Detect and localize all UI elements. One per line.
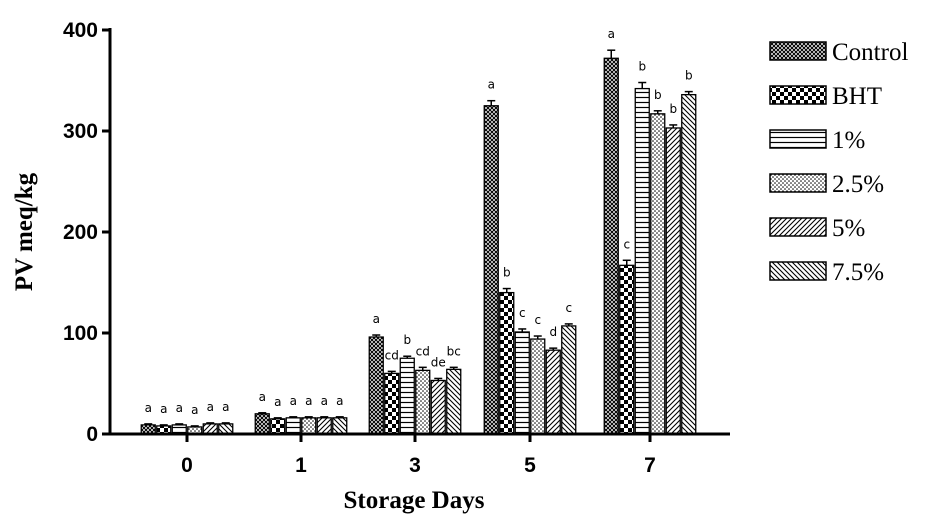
significance-label: a (290, 394, 297, 408)
legend-item: BHT (770, 83, 882, 110)
bar (500, 293, 514, 434)
significance-label: c (534, 313, 541, 327)
legend-label: BHT (832, 83, 882, 110)
x-tick-label: 3 (409, 454, 421, 477)
bar (562, 326, 576, 434)
legend-item: 1% (770, 127, 865, 154)
significance-label: c (519, 306, 526, 320)
significance-label: a (274, 395, 281, 409)
bar (546, 350, 560, 434)
significance-label: de (431, 355, 446, 369)
significance-label: b (685, 69, 693, 83)
bar (203, 424, 217, 434)
significance-label: a (321, 394, 328, 408)
bar (515, 332, 529, 434)
bar (400, 358, 414, 434)
significance-label: b (403, 333, 411, 347)
y-tick-label: 100 (63, 322, 98, 345)
significance-label: a (608, 27, 615, 41)
significance-label: a (160, 402, 167, 416)
legend-label: Control (832, 39, 908, 66)
significance-label: b (638, 60, 646, 74)
significance-label: a (259, 390, 266, 404)
bar (385, 373, 399, 434)
bar (604, 58, 618, 434)
bar (635, 89, 649, 434)
y-axis-ticks: 0 100 200 300 400 (63, 19, 110, 446)
significance-label: d (549, 325, 557, 339)
significance-label: a (373, 312, 380, 326)
y-tick-label: 200 (63, 221, 98, 244)
significance-label: a (207, 400, 214, 414)
bar (317, 418, 331, 434)
y-tick-label: 400 (63, 19, 98, 42)
significance-label: cd (385, 348, 399, 362)
legend-label: 1% (832, 127, 865, 154)
legend-swatch (770, 130, 826, 148)
significance-label: a (336, 394, 343, 408)
x-tick-label: 5 (524, 454, 536, 477)
significance-label: bc (447, 344, 461, 358)
bar (286, 418, 300, 434)
x-axis-ticks: 0 1 3 5 7 (181, 434, 656, 477)
legend-item: 2.5% (770, 171, 884, 198)
bar (447, 369, 461, 434)
bar (302, 418, 316, 434)
significance-label: a (488, 78, 495, 92)
x-tick-label: 0 (181, 454, 193, 477)
x-tick-label: 1 (295, 454, 307, 477)
y-tick-label: 0 (86, 423, 98, 446)
significance-label: a (145, 401, 152, 415)
bars-group (141, 50, 696, 434)
bar (666, 128, 680, 434)
legend-item: 7.5% (770, 259, 884, 286)
x-tick-label: 7 (644, 454, 656, 477)
legend-swatch (770, 218, 826, 236)
significance-label: a (222, 400, 229, 414)
legend-swatch (770, 86, 826, 104)
significance-label: b (503, 266, 511, 280)
legend-swatch (770, 262, 826, 280)
legend: Control BHT 1% 2.5% 5% 7.5% (770, 39, 908, 286)
bar (333, 418, 347, 434)
y-axis-title: PV meq/kg (11, 172, 38, 291)
significance-label: a (176, 401, 183, 415)
significance-label: a (191, 403, 198, 417)
bar (219, 424, 233, 434)
legend-label: 7.5% (832, 259, 884, 286)
significance-label: c (565, 301, 572, 315)
bar (682, 95, 696, 434)
bar (431, 380, 445, 434)
bar (484, 106, 498, 434)
bar (271, 419, 285, 434)
legend-label: 5% (832, 215, 865, 242)
bar (620, 265, 634, 434)
legend-item: Control (770, 39, 908, 66)
bar (255, 414, 269, 434)
bar (651, 114, 665, 434)
x-axis-title: Storage Days (344, 487, 485, 514)
legend-swatch (770, 42, 826, 60)
legend-swatch (770, 174, 826, 192)
bar (531, 339, 545, 434)
legend-item: 5% (770, 215, 865, 242)
bar (416, 370, 430, 434)
y-tick-label: 300 (63, 120, 98, 143)
significance-label: b (654, 88, 662, 102)
significance-label: cd (416, 344, 430, 358)
significance-label: c (623, 237, 630, 251)
bar (369, 337, 383, 434)
legend-label: 2.5% (832, 171, 884, 198)
significance-label: b (669, 102, 677, 116)
significance-label: a (305, 394, 312, 408)
